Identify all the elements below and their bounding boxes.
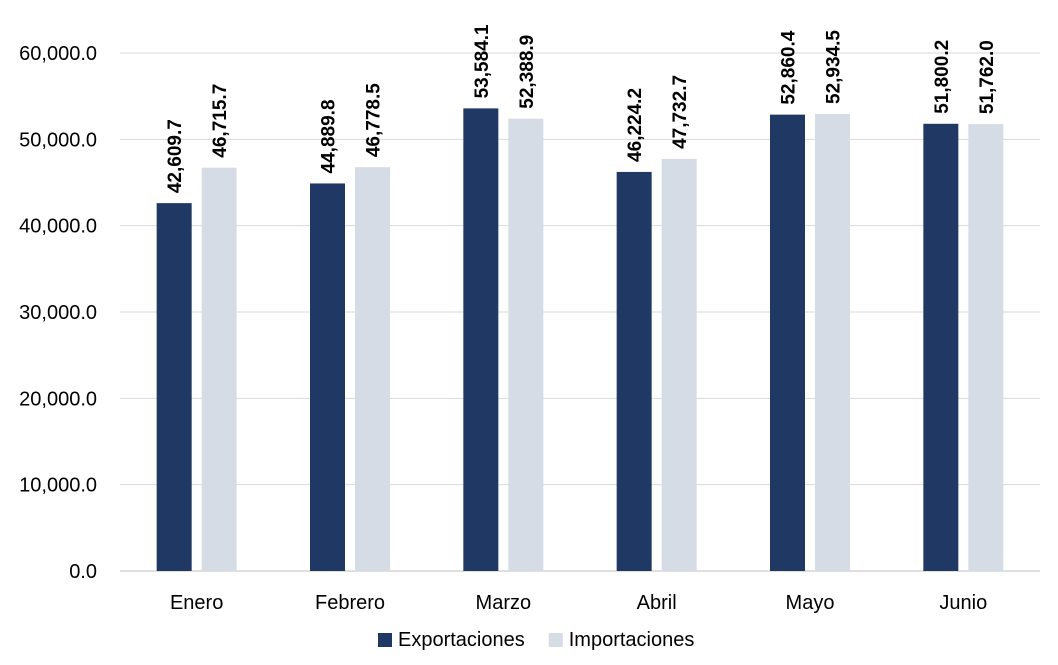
x-tick-label: Febrero bbox=[315, 592, 385, 614]
x-tick-label: Marzo bbox=[476, 592, 532, 614]
gridlines bbox=[120, 52, 1040, 572]
y-tick-label: 20,000.0 bbox=[19, 388, 97, 410]
legend-label: Exportaciones bbox=[398, 629, 525, 651]
bar-importaciones-enero bbox=[201, 167, 237, 571]
data-label: 52,860.4 bbox=[779, 30, 800, 104]
bar-importaciones-mayo bbox=[815, 113, 850, 572]
bar-exportaciones-mayo bbox=[770, 114, 805, 571]
data-label: 52,934.5 bbox=[824, 30, 845, 104]
y-tick-label: 50,000.0 bbox=[19, 129, 97, 151]
data-label: 44,889.8 bbox=[319, 99, 340, 173]
data-label: 46,224.2 bbox=[625, 88, 646, 162]
bar-exportaciones-abril bbox=[616, 171, 652, 571]
data-label: 46,778.5 bbox=[364, 83, 385, 157]
y-tick-label: 10,000.0 bbox=[19, 475, 97, 497]
data-label: 52,388.9 bbox=[517, 35, 538, 109]
bar-exportaciones-junio bbox=[923, 123, 959, 572]
bar-importaciones-febrero bbox=[355, 167, 390, 571]
data-label: 51,762.0 bbox=[977, 40, 998, 114]
x-tick-label: Junio bbox=[939, 592, 987, 614]
x-axis-tick-labels: Enero Febrero Marzo Abril Mayo Junio bbox=[170, 592, 987, 614]
x-tick-label: Abril bbox=[637, 592, 677, 614]
bar-importaciones-abril bbox=[661, 158, 697, 571]
bars bbox=[156, 108, 1004, 572]
data-label: 51,800.2 bbox=[932, 40, 953, 114]
legend-label: Importaciones bbox=[569, 629, 695, 651]
y-tick-label: 0.0 bbox=[69, 561, 97, 583]
x-tick-label: Enero bbox=[170, 592, 223, 614]
legend: Exportaciones Importaciones bbox=[378, 629, 694, 651]
y-tick-label: 60,000.0 bbox=[19, 43, 97, 65]
data-label: 53,584.1 bbox=[472, 24, 493, 98]
bar-importaciones-junio bbox=[968, 124, 1004, 571]
bar-importaciones-marzo bbox=[508, 118, 544, 571]
data-label: 47,732.7 bbox=[670, 75, 691, 149]
legend-item-exportaciones: Exportaciones bbox=[378, 629, 525, 651]
bar-exportaciones-enero bbox=[156, 203, 192, 571]
legend-item-importaciones: Importaciones bbox=[548, 629, 695, 651]
data-labels: 42,609.7 46,715.7 44,889.8 46,778.5 53,584.1… bbox=[165, 24, 998, 193]
x-tick-label: Mayo bbox=[786, 592, 835, 614]
data-label: 42,609.7 bbox=[165, 119, 186, 193]
y-axis-tick-labels: 0.0 10,000.0 20,000.0 30,000.0 40,000.0 50,00… bbox=[19, 43, 97, 583]
legend-swatch bbox=[548, 633, 563, 647]
legend-swatch bbox=[378, 633, 392, 647]
y-tick-label: 30,000.0 bbox=[19, 302, 97, 324]
bar-exportaciones-marzo bbox=[463, 108, 499, 572]
data-label: 46,715.7 bbox=[210, 84, 231, 158]
bar-exportaciones-febrero bbox=[310, 183, 345, 571]
y-tick-label: 40,000.0 bbox=[19, 216, 97, 238]
